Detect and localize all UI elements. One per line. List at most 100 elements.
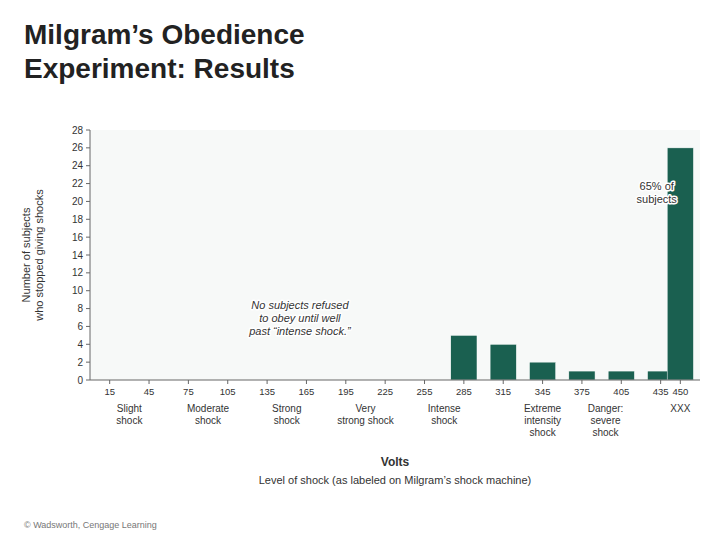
y-tick-label: 6 [77,321,83,332]
x-tick [621,380,622,384]
x-tick [660,380,661,384]
y-axis-label-line: Number of subjects [20,207,32,302]
shock-label-line: strong shock [337,415,395,426]
annotation-line: to obey until well [259,312,341,324]
x-tick-label: 135 [259,386,275,397]
x-axis [90,380,700,381]
shock-label-line: shock [592,427,619,438]
shock-label-line: Strong [272,403,301,414]
y-axis-label-line: who stopped giving shocks [33,189,45,322]
shock-label-line: shock [274,415,301,426]
shock-label: Extremeintensityshock [524,403,562,438]
x-axis-label: Volts [381,455,410,469]
x-axis-sublabel: Level of shock (as labeled on Milgram’s … [259,474,531,486]
y-tick [86,344,90,345]
shock-label-line: shock [530,427,557,438]
shock-label-line: Intense [428,403,461,414]
x-tick-label: 255 [417,386,433,397]
shock-label: Danger:severeshock [588,403,624,438]
annotation-line: No subjects refused [251,299,349,311]
y-tick [86,237,90,238]
annotation-line: subjects [637,193,678,205]
y-tick [86,290,90,291]
y-tick-label: 26 [72,142,84,153]
y-tick-label: 28 [72,125,84,136]
y-tick [86,326,90,327]
shock-label-line: Slight [117,403,142,414]
x-tick-label: 165 [299,386,315,397]
x-tick [680,380,681,384]
y-tick-label: 2 [77,357,83,368]
shock-label: XXX [670,403,690,414]
bar [608,371,634,380]
shock-label-line: Moderate [187,403,230,414]
y-tick [86,219,90,220]
x-tick [463,380,464,384]
shock-label-line: shock [195,415,222,426]
bar [569,371,595,380]
x-tick-label: 195 [338,386,354,397]
title: Milgram’s ObedienceExperiment: Results [24,19,305,84]
x-tick [503,380,504,384]
x-tick-label: 435 [653,386,669,397]
shock-label-line: Danger: [588,403,624,414]
y-tick-label: 10 [72,285,84,296]
x-tick [542,380,543,384]
x-tick [188,380,189,384]
x-tick [149,380,150,384]
x-tick [581,380,582,384]
y-tick [86,201,90,202]
x-tick [345,380,346,384]
x-tick-label: 15 [104,386,115,397]
x-tick-label: 45 [144,386,155,397]
copyright: © Wadsworth, Cengage Learning [24,520,157,530]
bar [451,335,477,380]
annotation-line: past “intense shock.” [248,325,352,337]
y-tick [86,272,90,273]
y-tick-label: 14 [72,250,84,261]
shock-label: Intenseshock [428,403,461,426]
plot-area [90,130,700,380]
x-tick-label: 225 [377,386,393,397]
y-tick [86,147,90,148]
x-tick [424,380,425,384]
annotation: 65% ofsubjects [637,180,678,205]
x-tick [227,380,228,384]
x-tick-label: 75 [183,386,194,397]
shock-label-line: severe [591,415,621,426]
shock-label-line: shock [116,415,143,426]
shock-label-line: intensity [524,415,561,426]
y-tick-label: 4 [77,339,83,350]
x-tick-label: 285 [456,386,472,397]
x-tick-label: 345 [535,386,551,397]
x-tick-label: 450 [672,386,688,397]
y-tick [86,362,90,363]
shock-label: Slightshock [116,403,143,426]
y-tick-label: 16 [72,232,84,243]
y-tick-label: 12 [72,267,84,278]
x-tick [109,380,110,384]
y-tick-label: 20 [72,196,84,207]
shock-label-line: Extreme [524,403,562,414]
chart: Milgram’s ObedienceExperiment: Results 0 2… [0,0,720,540]
y-label-group: Number of subjectswho stopped giving sho… [20,189,45,322]
x-tick-label: 315 [495,386,511,397]
y-tick-label: 18 [72,214,84,225]
title-line: Experiment: Results [24,53,295,84]
y-tick [86,130,90,131]
shock-label-line: Very [355,403,375,414]
x-tick-label: 375 [574,386,590,397]
y-tick-label: 0 [77,375,83,386]
shock-label: Verystrong shock [337,403,395,426]
annotation: No subjects refusedto obey until wellpas… [248,299,352,337]
y-tick [86,380,90,381]
y-tick [86,183,90,184]
y-tick [86,308,90,309]
x-tick [306,380,307,384]
bar [529,362,555,380]
shock-label-line: shock [431,415,458,426]
bars [451,148,694,380]
shock-label: Strongshock [272,403,301,426]
shock-label: Moderateshock [187,403,230,426]
y-axis-label: Number of subjectswho stopped giving sho… [20,189,45,322]
